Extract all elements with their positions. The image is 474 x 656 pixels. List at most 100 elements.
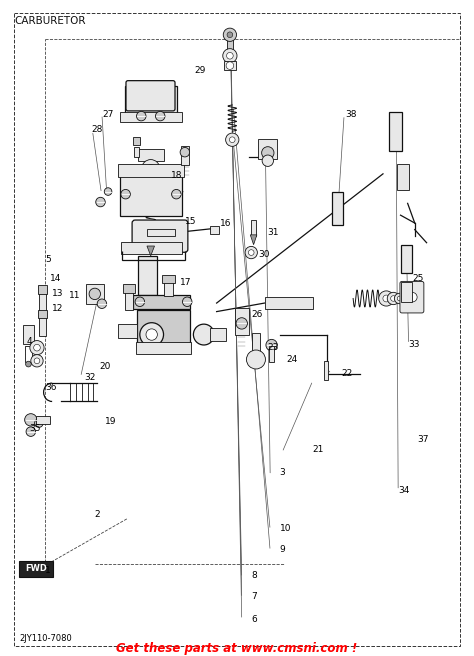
Circle shape — [180, 148, 190, 157]
Circle shape — [394, 293, 405, 304]
Circle shape — [140, 323, 164, 346]
Circle shape — [236, 318, 247, 329]
Circle shape — [142, 159, 160, 178]
Circle shape — [34, 358, 40, 363]
Text: 2JY110-7080: 2JY110-7080 — [19, 634, 72, 644]
Circle shape — [146, 165, 155, 173]
Bar — [25, 346, 32, 362]
Bar — [252, 333, 260, 359]
Bar — [251, 220, 256, 236]
Bar — [137, 310, 190, 346]
Circle shape — [143, 180, 159, 196]
Bar — [23, 325, 34, 344]
Text: 31: 31 — [267, 228, 278, 237]
Bar — [235, 308, 249, 335]
Circle shape — [227, 32, 233, 37]
Bar — [138, 256, 157, 295]
Circle shape — [383, 295, 390, 302]
Bar — [147, 229, 175, 236]
Bar — [38, 310, 47, 318]
FancyBboxPatch shape — [19, 561, 53, 577]
Circle shape — [391, 296, 396, 301]
Circle shape — [135, 297, 145, 306]
Polygon shape — [250, 235, 257, 245]
Bar — [324, 361, 328, 380]
Bar — [118, 324, 137, 338]
Bar — [123, 284, 135, 293]
Bar — [133, 137, 140, 145]
Circle shape — [142, 170, 159, 187]
Text: 30: 30 — [258, 250, 270, 259]
Circle shape — [155, 112, 165, 121]
Circle shape — [223, 49, 237, 63]
Bar — [118, 164, 184, 177]
Circle shape — [31, 355, 43, 367]
Text: Get these parts at www.cmsni.com !: Get these parts at www.cmsni.com ! — [117, 642, 357, 655]
Circle shape — [379, 291, 394, 306]
Text: 21: 21 — [313, 445, 324, 454]
Bar — [162, 275, 175, 283]
Bar — [120, 171, 182, 216]
Circle shape — [121, 190, 130, 199]
Circle shape — [25, 414, 37, 426]
Bar — [227, 37, 233, 52]
Bar — [86, 284, 104, 304]
Text: 2: 2 — [95, 510, 100, 520]
Text: 24: 24 — [287, 355, 298, 364]
Circle shape — [30, 340, 44, 355]
Circle shape — [266, 339, 277, 351]
Circle shape — [172, 190, 181, 199]
Text: 38: 38 — [345, 110, 356, 119]
Circle shape — [147, 174, 155, 182]
Text: 17: 17 — [180, 277, 191, 287]
Circle shape — [248, 250, 254, 255]
Text: 10: 10 — [280, 524, 291, 533]
Text: 23: 23 — [268, 343, 279, 352]
Circle shape — [262, 147, 274, 159]
FancyBboxPatch shape — [132, 220, 188, 253]
Text: 6: 6 — [251, 615, 257, 625]
FancyBboxPatch shape — [126, 81, 175, 111]
Bar — [133, 295, 190, 309]
Text: 14: 14 — [50, 274, 61, 283]
Bar — [38, 285, 47, 294]
Circle shape — [34, 344, 40, 351]
Text: 7: 7 — [251, 592, 257, 602]
Circle shape — [104, 188, 112, 195]
Circle shape — [226, 133, 239, 146]
Text: 33: 33 — [409, 340, 420, 349]
Circle shape — [146, 329, 157, 340]
Text: 1: 1 — [45, 566, 51, 575]
Bar — [136, 342, 191, 354]
Circle shape — [147, 184, 155, 192]
Bar — [125, 285, 133, 310]
Text: 5: 5 — [45, 255, 51, 264]
Text: 16: 16 — [220, 218, 232, 228]
Text: 15: 15 — [185, 217, 196, 226]
Bar — [258, 139, 277, 159]
Bar — [120, 112, 182, 122]
Text: 11: 11 — [69, 291, 80, 300]
Bar — [224, 61, 236, 70]
Bar — [210, 226, 219, 234]
Circle shape — [227, 52, 233, 59]
Circle shape — [26, 361, 31, 367]
Text: 25: 25 — [412, 274, 424, 283]
Text: 18: 18 — [171, 171, 182, 180]
Bar — [332, 192, 343, 225]
Circle shape — [97, 299, 107, 308]
Polygon shape — [147, 246, 155, 256]
Text: 34: 34 — [398, 486, 410, 495]
Text: 22: 22 — [341, 369, 353, 379]
Circle shape — [96, 197, 105, 207]
Bar — [401, 282, 412, 302]
Bar — [134, 147, 139, 157]
Circle shape — [229, 137, 235, 142]
Text: 8: 8 — [251, 571, 257, 581]
Text: 3: 3 — [280, 468, 285, 477]
Text: 36: 36 — [45, 382, 56, 392]
Bar — [181, 146, 189, 165]
Text: FWD: FWD — [25, 564, 47, 573]
Bar — [389, 112, 402, 151]
Bar — [137, 149, 164, 161]
